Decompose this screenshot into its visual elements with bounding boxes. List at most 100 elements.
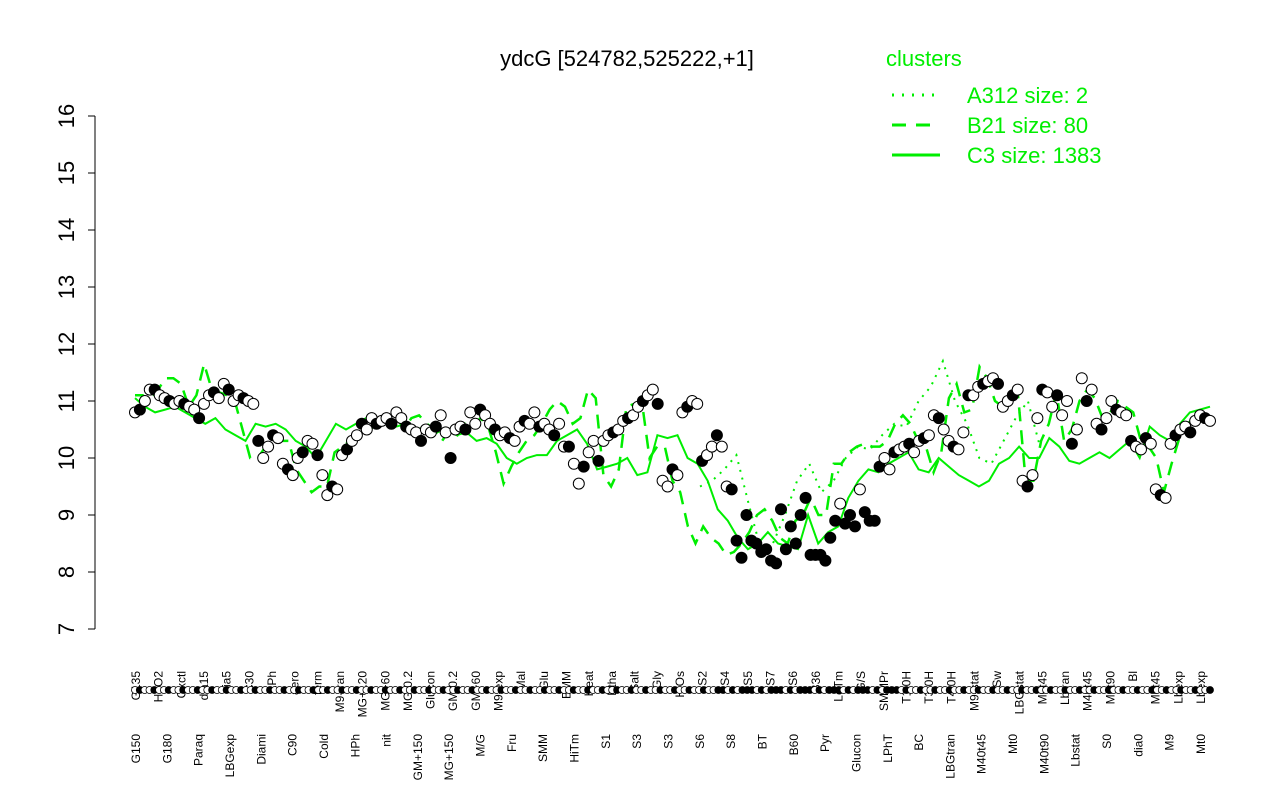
x-tick-label-bottom: SMM [536, 734, 550, 762]
x-tick-label-bottom: G180 [160, 734, 174, 764]
data-point [577, 460, 590, 473]
x-tick-label-bottom: HPh [348, 734, 362, 757]
data-point [834, 497, 847, 510]
data-point [193, 412, 206, 425]
data-point [138, 395, 151, 407]
x-tick-label-bottom: MG+150 [442, 734, 456, 781]
data-point [691, 397, 704, 410]
data-point [1026, 469, 1039, 482]
data-point [735, 551, 748, 564]
data-point [844, 509, 856, 521]
data-point [1070, 423, 1083, 436]
y-tick-label: 15 [54, 161, 79, 185]
data-point [824, 531, 837, 544]
data-point [1144, 437, 1157, 450]
x-tick-label-bottom: Glucon [849, 734, 863, 772]
y-tick-label: 14 [54, 218, 79, 242]
x-tick-label-bottom: LBGtran [943, 734, 957, 779]
data-point [439, 426, 452, 439]
data-point [296, 446, 309, 459]
data-point [429, 420, 442, 433]
data-point [434, 409, 447, 422]
x-tick-label-bottom: M40t90 [1037, 734, 1051, 774]
legend-label: A312 size: 2 [967, 83, 1088, 108]
data-point [937, 423, 950, 436]
x-tick-label-top: Gly [650, 671, 664, 689]
data-point [508, 434, 521, 447]
x-tick-label-bottom: M40t45 [975, 734, 989, 774]
y-tick-label: 12 [54, 332, 79, 356]
x-tick-label-top: BMM [560, 671, 574, 699]
x-tick-label-top: S4 [718, 671, 732, 686]
legend-label: B21 size: 80 [967, 113, 1088, 138]
data-point [464, 406, 477, 419]
x-tick-label-bottom: HiTm [568, 734, 582, 763]
data-point [331, 483, 344, 496]
x-tick-label-top: S2 [696, 671, 710, 686]
x-tick-label-bottom: S1 [599, 734, 613, 749]
legend: clusters A312 size: 2 B21 size: 80 C3 size… [886, 46, 1102, 168]
x-tick-label-bottom: M/G [474, 734, 488, 757]
data-point [775, 503, 787, 516]
x-tick-label-bottom: LBGexp [223, 734, 237, 778]
x-tick-label-top: Mal [514, 671, 528, 690]
data-point [992, 377, 1004, 390]
y-tick-label: 13 [54, 275, 79, 299]
data-point [740, 509, 753, 521]
y-tick-label: 9 [54, 509, 79, 521]
data-point [562, 440, 575, 453]
x-tick-label-top: Oxctl [174, 671, 188, 698]
x-tick-label-bottom: nit [380, 733, 394, 746]
x-tick-label-top: S7 [764, 671, 778, 686]
x-tick-label-top: MG+120 [356, 671, 370, 718]
data-point [587, 434, 600, 447]
y-tick-label: 16 [54, 104, 79, 128]
data-point [350, 429, 363, 442]
data-point [770, 557, 783, 570]
data-point [222, 383, 235, 396]
data-point [247, 397, 260, 410]
data-point [528, 406, 541, 419]
x-tick-label-bottom: Diami [254, 734, 268, 765]
y-tick-label: 7 [54, 623, 79, 635]
data-point [725, 483, 738, 496]
data-point [1120, 409, 1133, 422]
data-point [459, 423, 472, 436]
data-point [1011, 383, 1024, 396]
x-tick-label-top: G135 [129, 671, 143, 701]
data-point [553, 417, 566, 430]
data-point [1075, 372, 1088, 385]
data-point [1135, 443, 1147, 456]
data-point [883, 463, 896, 476]
data-point [829, 514, 842, 527]
data-point [794, 509, 807, 521]
legend-label: C3 size: 1383 [967, 143, 1102, 168]
data-point [286, 469, 299, 482]
data-point [572, 477, 585, 490]
data-point [661, 480, 674, 493]
data-point [1065, 437, 1078, 450]
data-point [444, 452, 457, 464]
chart-title: ydcG [524782,525222,+1] [500, 46, 754, 71]
data-point [646, 383, 659, 396]
x-tick-label-bottom: LPhT [881, 733, 895, 762]
x-tick-label-bottom: dia0 [1131, 734, 1145, 757]
data-point [262, 440, 275, 453]
data-point [523, 417, 536, 430]
data-point [671, 469, 684, 482]
x-tick-label-bottom: GM+150 [411, 734, 425, 781]
data-point [360, 423, 373, 436]
data-point [1031, 412, 1044, 425]
data-point [1100, 412, 1113, 425]
data-point [779, 543, 792, 556]
x-tick-label-bottom: S6 [693, 734, 707, 749]
x-tick-label-top: dia15 [197, 671, 211, 701]
x-tick-label-bottom: C90 [286, 734, 300, 756]
x-tick-label-top: S5 [741, 671, 755, 686]
data-point [1056, 409, 1069, 422]
x-tick-label-bottom: Lbstat [1069, 733, 1083, 766]
data-point [730, 534, 743, 547]
data-point [868, 514, 881, 527]
data-point [908, 446, 921, 459]
